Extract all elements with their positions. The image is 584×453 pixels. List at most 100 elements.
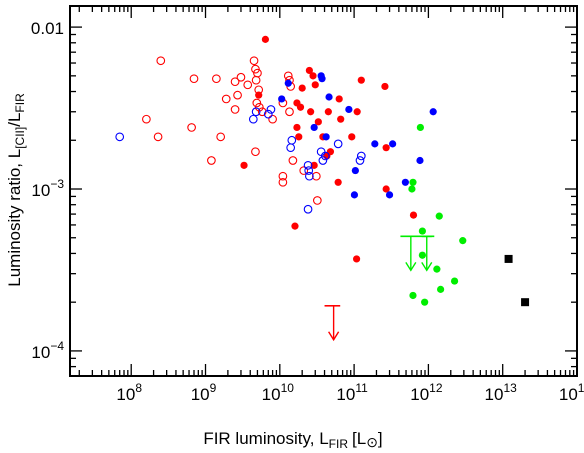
open-circle-point bbox=[156, 56, 166, 66]
x-axis-title-unit-open: [L bbox=[352, 429, 366, 448]
open-circle-point bbox=[283, 71, 293, 81]
filled-circle-point bbox=[350, 191, 359, 199]
filled-circle-point bbox=[322, 133, 330, 141]
filled-circle-point bbox=[418, 227, 426, 235]
open-circle-point bbox=[288, 156, 298, 165]
x-tick-label-exponent: 13 bbox=[503, 381, 517, 395]
y-tick-label-base: 10 bbox=[31, 343, 50, 362]
filled-circle-point bbox=[284, 79, 292, 87]
open-circle-point bbox=[251, 147, 260, 157]
filled-circle-point bbox=[311, 81, 319, 89]
open-circle-point bbox=[263, 109, 273, 119]
filled-circle-point bbox=[418, 251, 426, 259]
y-axis-title-sub2: FIR bbox=[13, 93, 27, 113]
y-tick-label: 10−3 bbox=[31, 177, 64, 200]
open-circle-point bbox=[318, 156, 328, 165]
filled-circle-point bbox=[334, 178, 342, 186]
open-circle-point bbox=[312, 196, 322, 205]
open-circle-point bbox=[252, 98, 262, 108]
data-points bbox=[115, 35, 530, 307]
open-circle-point bbox=[311, 171, 321, 181]
filled-circle-point bbox=[261, 35, 270, 43]
open-circle-point bbox=[153, 132, 163, 142]
x-tick-label-base: 10 bbox=[410, 385, 429, 404]
open-circle-point bbox=[248, 114, 258, 124]
x-axis-title-unit-close: ] bbox=[378, 429, 383, 448]
open-circle-point bbox=[333, 139, 343, 149]
open-circle-point bbox=[249, 56, 259, 66]
filled-circle-point bbox=[307, 108, 315, 116]
down-arrow-icon bbox=[421, 261, 433, 272]
open-circle-point bbox=[355, 156, 365, 165]
open-circle-point bbox=[299, 166, 309, 175]
x-tick-label-base: 10 bbox=[336, 385, 355, 404]
open-circle-point bbox=[189, 74, 199, 84]
open-circle-point bbox=[304, 166, 314, 175]
filled-circle-point bbox=[416, 123, 424, 132]
open-circle-point bbox=[212, 74, 221, 84]
filled-circle-point bbox=[357, 76, 365, 84]
axis-ticks bbox=[70, 6, 578, 377]
filled-circle-point bbox=[408, 185, 416, 193]
x-tick-label: 108 bbox=[116, 381, 142, 404]
open-circle-point bbox=[207, 156, 216, 165]
open-circle-point bbox=[268, 114, 277, 124]
y-tick-label-exponent: −4 bbox=[50, 339, 64, 353]
filled-circle-point bbox=[429, 108, 437, 116]
open-circle-point bbox=[251, 107, 261, 117]
open-circle-point bbox=[243, 80, 253, 90]
x-tick-label-exponent: 10 bbox=[281, 381, 295, 395]
filled-circle-point bbox=[310, 161, 318, 169]
x-tick-label-exponent: 8 bbox=[135, 381, 142, 395]
open-circle-point bbox=[286, 143, 296, 153]
x-tick-label-exponent: 14 bbox=[578, 381, 584, 395]
x-tick-label-base: 10 bbox=[116, 385, 135, 404]
open-circle-point bbox=[254, 102, 264, 112]
y-axis-title-main: Luminosity ratio, L bbox=[5, 149, 24, 287]
filled-circle-point bbox=[421, 298, 429, 306]
open-circle-point bbox=[251, 75, 261, 85]
filled-circle-point bbox=[293, 123, 301, 132]
x-tick-label: 109 bbox=[191, 381, 217, 404]
open-circle-point bbox=[142, 114, 151, 124]
filled-circle-point bbox=[382, 185, 390, 193]
filled-circle-point bbox=[337, 115, 345, 123]
filled-circle-point bbox=[353, 108, 361, 116]
filled-circle-point bbox=[326, 148, 335, 156]
filled-circle-point bbox=[385, 191, 394, 199]
open-circle-point bbox=[233, 90, 242, 100]
filled-circle-point bbox=[437, 285, 445, 293]
filled-circle-point bbox=[291, 222, 299, 230]
x-axis-title: FIR luminosity, LFIR [L⊙] bbox=[203, 429, 382, 451]
filled-circle-point bbox=[409, 178, 417, 186]
open-circle-point bbox=[230, 77, 240, 87]
filled-circle-point bbox=[435, 212, 443, 220]
sun-symbol-icon: ⊙ bbox=[366, 434, 378, 450]
filled-circle-point bbox=[401, 178, 409, 186]
open-circle-point bbox=[303, 161, 313, 170]
y-axis-title-sub: [CII] bbox=[13, 127, 27, 149]
y-tick-label-exponent: −3 bbox=[50, 177, 64, 191]
filled-circle-point bbox=[317, 72, 325, 80]
open-circle-point bbox=[257, 107, 267, 117]
x-tick-label: 1010 bbox=[262, 381, 295, 404]
open-circle-point bbox=[316, 147, 326, 157]
x-tick-label-base: 10 bbox=[262, 385, 281, 404]
open-circle-point bbox=[278, 177, 288, 187]
open-circle-point bbox=[216, 132, 226, 142]
open-circle-point bbox=[236, 72, 246, 82]
x-axis-title-sub: FIR bbox=[329, 437, 349, 451]
y-tick-label: 0.01 bbox=[31, 19, 64, 38]
filled-circle-point bbox=[295, 133, 303, 141]
down-arrow-icon bbox=[405, 261, 417, 272]
open-circle-point bbox=[115, 132, 125, 142]
y-axis-title-slash: /L bbox=[5, 113, 24, 127]
open-circle-point bbox=[266, 105, 276, 114]
open-circle-point bbox=[287, 135, 297, 145]
x-tick-label-base: 10 bbox=[485, 385, 504, 404]
filled-circle-point bbox=[314, 118, 322, 126]
x-tick-label: 1014 bbox=[559, 381, 584, 404]
filled-circle-point bbox=[382, 144, 390, 152]
filled-circle-point bbox=[345, 105, 353, 114]
